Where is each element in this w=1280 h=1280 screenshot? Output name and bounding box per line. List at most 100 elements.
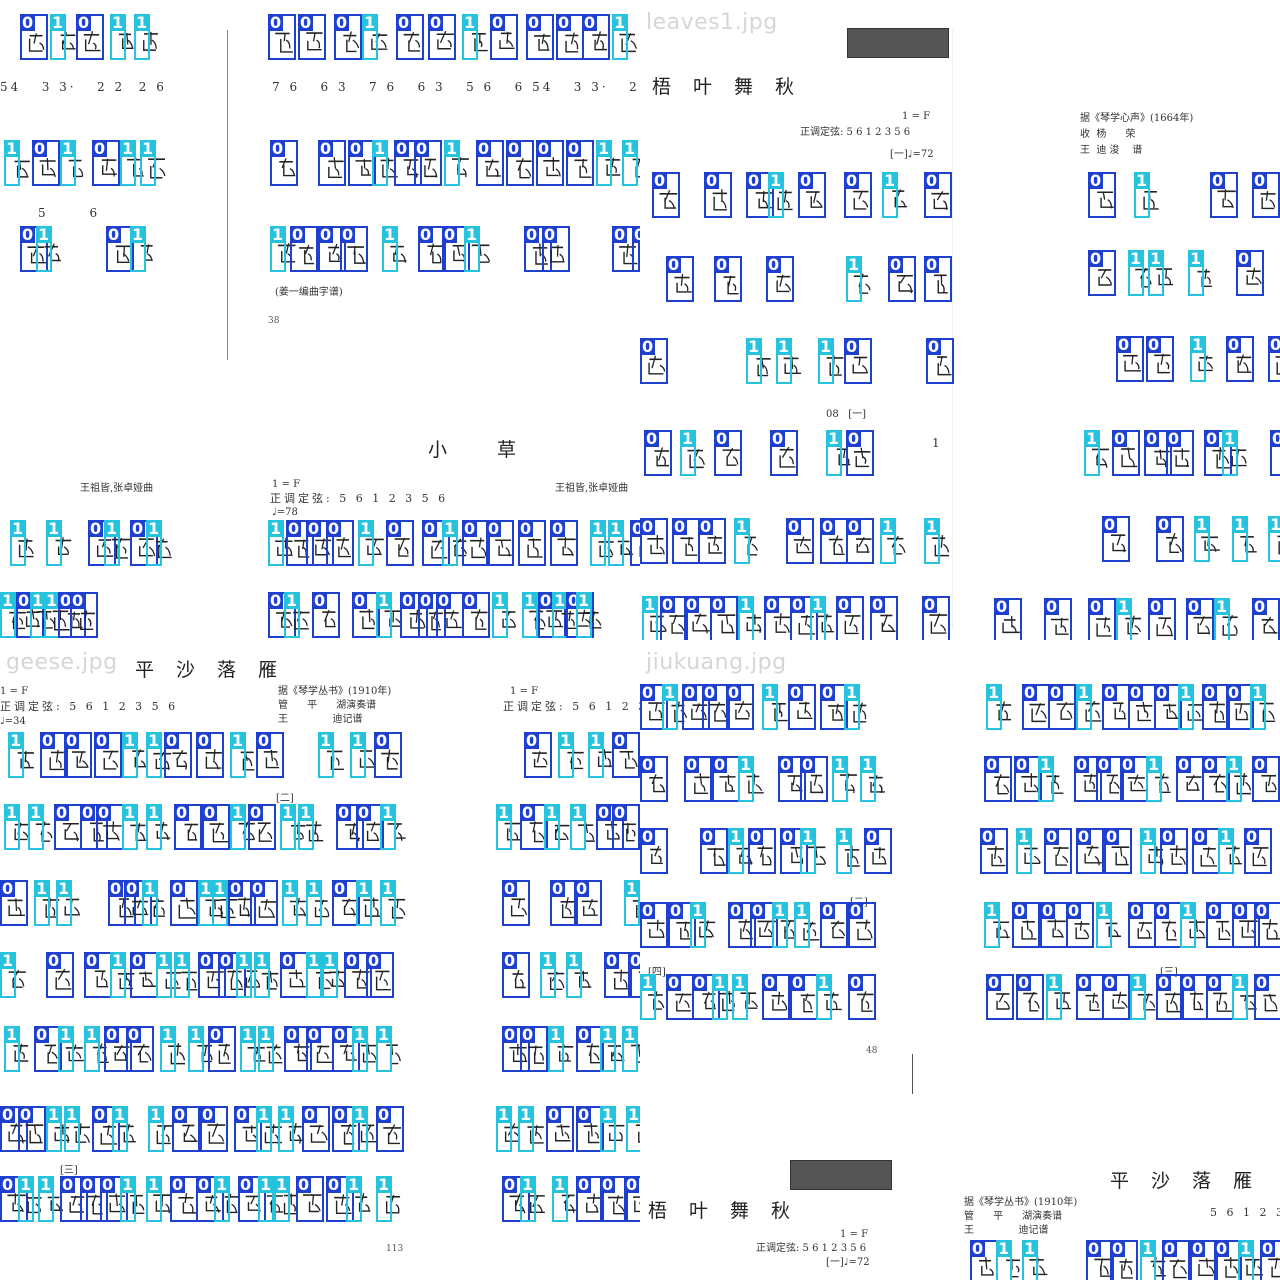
jianzipu-glyph-icon — [383, 894, 409, 920]
jianzipu-glyph-icon — [643, 916, 669, 942]
detection-box: 1 — [382, 226, 398, 272]
class-label: 0 — [386, 519, 402, 538]
class-label: 0 — [926, 337, 942, 356]
jianzipu-glyph-icon — [253, 894, 279, 920]
detection-box: 0 — [1088, 598, 1116, 640]
detection-box: 1 — [358, 520, 374, 566]
class-label: 1 — [1128, 249, 1144, 268]
class-label: 0 — [170, 879, 186, 898]
jianzipu-glyph-icon — [1091, 264, 1117, 290]
class-label: 0 — [462, 519, 478, 538]
detection-box: 1 — [10, 520, 26, 566]
class-label: 0 — [1192, 827, 1208, 846]
class-label: 0 — [170, 1175, 186, 1194]
detection-box: 1 — [258, 1176, 274, 1222]
jianzipu-glyph-icon — [577, 894, 603, 920]
class-label: 0 — [486, 519, 502, 538]
class-label: 1 — [346, 1175, 362, 1194]
detection-box: 1 — [732, 974, 748, 1020]
jianzipu-glyph-icon — [1099, 770, 1125, 796]
detection-box: 0 — [100, 1176, 128, 1222]
class-label: 0 — [566, 139, 582, 158]
jianzipu-glyph-icon — [1169, 444, 1195, 470]
detection-box: 0 — [238, 1176, 266, 1222]
detection-box: 0 — [556, 14, 584, 60]
detection-box: 0 — [340, 226, 368, 272]
detection-box: 0 — [318, 226, 346, 272]
class-label: 0 — [462, 591, 478, 610]
class-label: 0 — [200, 1105, 216, 1124]
class-label: 1 — [160, 1025, 176, 1044]
detection-box: 0 — [366, 952, 394, 998]
detection-box: 1 — [1232, 974, 1248, 1020]
jianzipu-glyph-icon — [1051, 698, 1077, 724]
class-label: 0 — [698, 517, 714, 536]
class-label: 1 — [380, 803, 396, 822]
class-label: 0 — [526, 13, 542, 32]
detection-box: 0 — [130, 952, 158, 998]
jianzipu-glyph-icon — [773, 444, 799, 470]
detection-box: 1 — [600, 1026, 616, 1072]
class-label: 0 — [414, 139, 430, 158]
class-label: 0 — [846, 429, 862, 448]
notation-row-1: 5̇4 3 3· 2 2 2 6 — [0, 80, 167, 94]
jianzipu-glyph-icon — [559, 28, 585, 54]
class-label: 1 — [372, 139, 388, 158]
detection-box: 0 — [218, 952, 246, 998]
class-label: 1 — [1140, 1239, 1156, 1258]
jianzipu-glyph-icon — [671, 916, 697, 942]
class-label: 1 — [148, 1105, 164, 1124]
class-label: 1 — [18, 1175, 34, 1194]
class-label: 0 — [612, 803, 628, 822]
detection-box: 1 — [140, 140, 156, 186]
detection-box: 0 — [820, 684, 848, 730]
detection-box: 0 — [200, 1106, 228, 1152]
jianzipu-glyph-icon — [107, 1040, 133, 1066]
class-label: 0 — [54, 803, 70, 822]
jianzipu-glyph-icon — [479, 154, 505, 180]
detection-box: 0 — [714, 256, 742, 302]
jianzipu-glyph-icon — [79, 28, 105, 54]
jianzipu-glyph-icon — [149, 818, 175, 844]
jianzipu-glyph-icon — [73, 606, 99, 632]
detection-box: 1 — [362, 14, 378, 60]
detection-box: 0 — [1088, 250, 1116, 296]
jianzipu-glyph-icon — [293, 240, 319, 266]
detection-box: 0 — [786, 518, 814, 564]
section-marks: 5 6 — [38, 206, 101, 220]
class-label: 1 — [548, 1025, 564, 1044]
detection-box: 0 — [574, 880, 602, 926]
jianzipu-glyph-icon — [301, 28, 327, 54]
detection-box: 1 — [624, 880, 640, 926]
jianzipu-glyph-icon — [643, 352, 669, 378]
class-label: 0 — [238, 1175, 254, 1194]
detection-box: 0 — [604, 952, 632, 998]
detection-box: 0 — [174, 804, 202, 850]
detection-box: 0 — [520, 804, 548, 850]
class-label: 0 — [632, 226, 640, 243]
class-label: 0 — [196, 731, 212, 750]
class-label: 1 — [882, 171, 898, 190]
source-credit-3: 王 迪记谱 — [278, 714, 363, 725]
jianzipu-glyph-icon — [669, 988, 695, 1014]
jianzipu-glyph-icon — [221, 966, 247, 992]
detection-box: 0 — [486, 520, 514, 566]
title-banner — [790, 1160, 892, 1190]
detection-box: 1 — [622, 140, 638, 186]
class-label: 0 — [348, 139, 364, 158]
detection-box: 0 — [788, 684, 816, 730]
detection-box: 0 — [1268, 336, 1280, 382]
class-label: 0 — [344, 951, 360, 970]
composer-credit: 王祖皆,张卓娅曲 — [80, 483, 154, 494]
jianzipu-glyph-icon — [693, 916, 719, 942]
class-label: 0 — [1252, 171, 1268, 190]
detection-box: 0 — [296, 1176, 324, 1222]
detection-box: 1 — [306, 952, 322, 998]
detection-box: 1 — [352, 1106, 368, 1152]
class-label: 0 — [1104, 827, 1120, 846]
detection-box: 1 — [836, 828, 852, 874]
detection-box: 1 — [120, 1176, 136, 1222]
jianzipu-glyph-icon — [1271, 350, 1280, 376]
class-label: 0 — [172, 1105, 188, 1124]
detection-box: 0 — [1162, 1240, 1190, 1280]
